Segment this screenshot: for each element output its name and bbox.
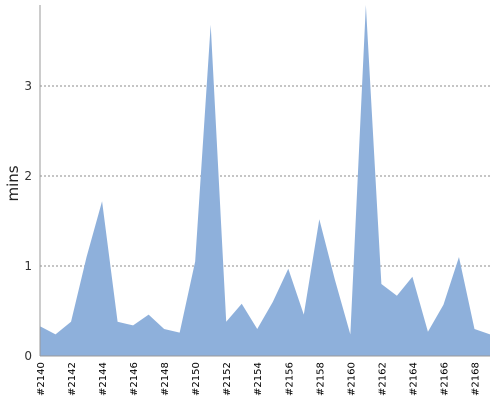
x-tick-label: #2164 [408, 362, 419, 396]
y-axis-label: mins [4, 165, 22, 201]
x-tick-label: #2158 [315, 362, 326, 396]
x-tick-label: #2168 [470, 362, 481, 396]
x-tick-label: #2154 [253, 362, 264, 396]
axes [39, 5, 490, 357]
series-area [40, 5, 490, 356]
y-tick-label: 1 [24, 259, 32, 273]
x-tick-label: #2140 [36, 362, 47, 396]
x-tick-label: #2144 [98, 362, 109, 396]
x-tick-label: #2142 [67, 362, 78, 396]
x-tick-label: #2156 [284, 362, 295, 396]
y-tick-label: 0 [24, 349, 32, 363]
x-tick-label: #2152 [222, 362, 233, 396]
x-tick-label: #2162 [377, 362, 388, 396]
x-tick-label: #2148 [160, 362, 171, 396]
x-tick-label: #2150 [191, 362, 202, 396]
y-tick-labels: 0 1 2 3 [24, 79, 32, 363]
y-tick-label: 2 [24, 169, 32, 183]
x-tick-label: #2160 [346, 362, 357, 396]
grid-lines [40, 85, 490, 267]
x-tick-label: #2146 [129, 362, 140, 396]
y-tick-label: 3 [24, 79, 32, 93]
x-tick-labels: #2140 #2142 #2144 #2146 #2148 #2150 #2152 #2154… [36, 362, 481, 396]
x-tick-label: #2166 [439, 362, 450, 396]
